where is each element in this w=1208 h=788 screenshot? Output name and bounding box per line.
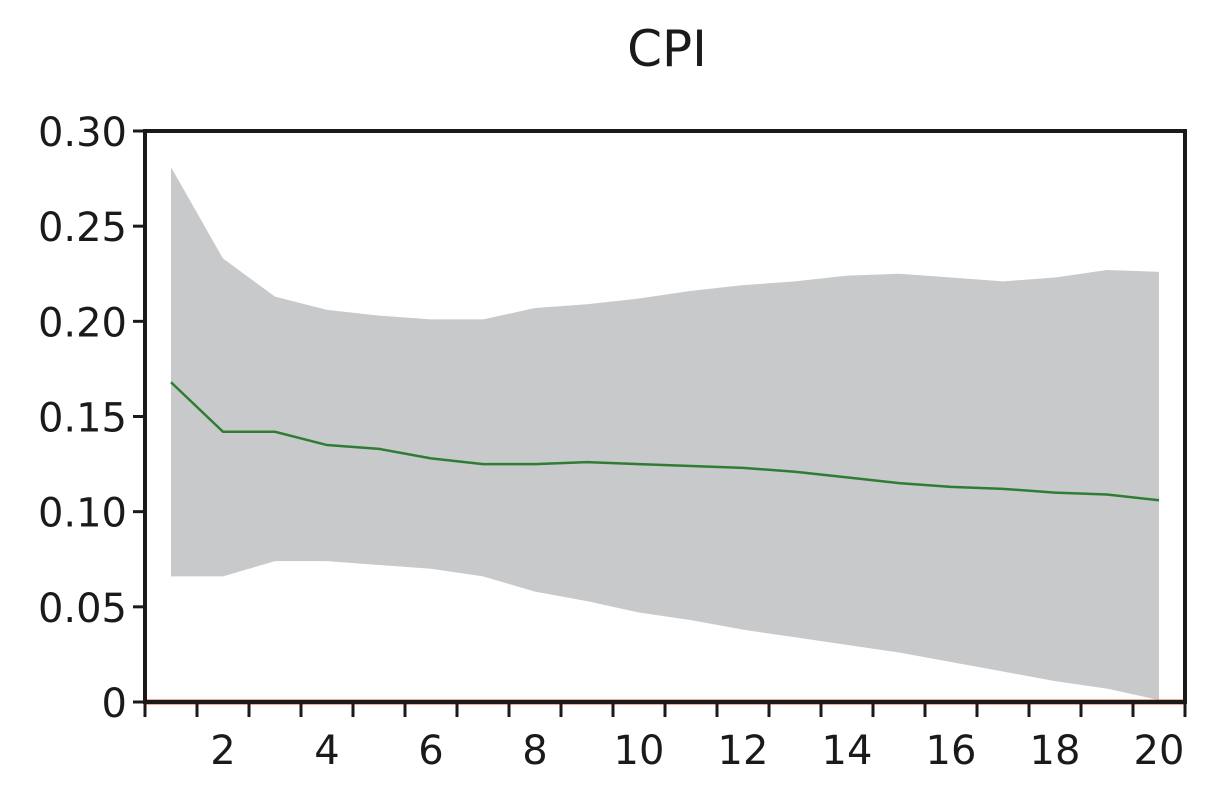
confidence-band xyxy=(171,167,1159,701)
y-tick-label: 0.20 xyxy=(38,300,127,346)
x-tick-label: 20 xyxy=(1134,728,1185,774)
median-line xyxy=(170,381,1160,502)
x-tick-label: 10 xyxy=(614,728,665,774)
x-tick-label: 6 xyxy=(418,728,443,774)
chart-title: CPI xyxy=(627,20,707,78)
y-tick-label: 0.05 xyxy=(38,586,127,632)
y-tick-label: 0.25 xyxy=(38,205,127,251)
x-tick-label: 18 xyxy=(1030,728,1081,774)
y-tick-label: 0 xyxy=(102,681,127,727)
y-tick-label: 0.10 xyxy=(38,491,127,537)
x-tick-label: 8 xyxy=(522,728,547,774)
x-tick-label: 14 xyxy=(822,728,873,774)
plot-area xyxy=(145,167,1185,705)
x-tick-label: 4 xyxy=(314,728,339,774)
x-tick-label: 12 xyxy=(718,728,769,774)
axes: 0 0.05 0.10 0.15 0.20 0.25 0.30 2 4 6 8 10 12 14 16 18 2… xyxy=(38,110,1187,774)
x-tick-label: 16 xyxy=(926,728,977,774)
y-tick-label: 0.30 xyxy=(38,110,127,156)
y-tick-label: 0.15 xyxy=(38,396,127,442)
x-tick-label: 2 xyxy=(210,728,235,774)
